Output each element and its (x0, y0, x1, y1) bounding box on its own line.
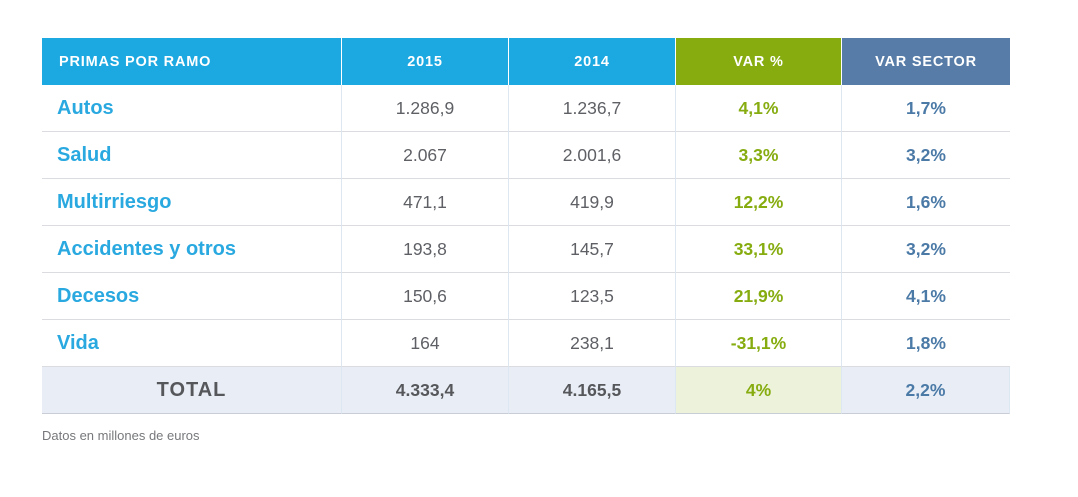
table-row-decesos: Decesos 150,6 123,5 21,9% 4,1% (42, 273, 1010, 320)
value-var-pct: 33,1% (676, 226, 842, 273)
value-2014: 1.236,7 (509, 85, 676, 132)
value-2014: 145,7 (509, 226, 676, 273)
value-2015: 2.067 (342, 132, 509, 179)
value-2014: 123,5 (509, 273, 676, 320)
table-row-salud: Salud 2.067 2.001,6 3,3% 3,2% (42, 132, 1010, 179)
row-label: Decesos (42, 273, 342, 320)
value-var-pct: 3,3% (676, 132, 842, 179)
value-var-sector: 1,8% (842, 320, 1010, 367)
table-row-autos: Autos 1.286,9 1.236,7 4,1% 1,7% (42, 85, 1010, 132)
value-var-sector: 4,1% (842, 273, 1010, 320)
row-label: Multirriesgo (42, 179, 342, 226)
value-2015: 1.286,9 (342, 85, 509, 132)
primas-por-ramo-table: PRIMAS POR RAMO 2015 2014 VAR % VAR SECT… (42, 38, 1010, 414)
value-2014: 238,1 (509, 320, 676, 367)
value-2014: 419,9 (509, 179, 676, 226)
column-header-primas-por-ramo: PRIMAS POR RAMO (42, 38, 342, 85)
value-var-pct: 12,2% (676, 179, 842, 226)
value-2014: 2.001,6 (509, 132, 676, 179)
table-row-total: TOTAL 4.333,4 4.165,5 4% 2,2% (42, 367, 1010, 414)
value-var-sector: 1,6% (842, 179, 1010, 226)
column-header-2014: 2014 (509, 38, 676, 85)
total-var-sector: 2,2% (842, 367, 1010, 414)
value-var-sector: 3,2% (842, 132, 1010, 179)
total-label: TOTAL (42, 367, 342, 414)
value-2015: 150,6 (342, 273, 509, 320)
column-header-var-pct: VAR % (676, 38, 842, 85)
row-label: Autos (42, 85, 342, 132)
value-var-pct: 4,1% (676, 85, 842, 132)
row-label: Vida (42, 320, 342, 367)
value-var-sector: 1,7% (842, 85, 1010, 132)
value-2015: 164 (342, 320, 509, 367)
table-header: PRIMAS POR RAMO 2015 2014 VAR % VAR SECT… (42, 38, 1010, 85)
value-2015: 193,8 (342, 226, 509, 273)
footnote: Datos en millones de euros (42, 428, 200, 443)
table-body: Autos 1.286,9 1.236,7 4,1% 1,7% Salud 2.… (42, 85, 1010, 414)
row-label: Salud (42, 132, 342, 179)
value-var-sector: 3,2% (842, 226, 1010, 273)
row-label: Accidentes y otros (42, 226, 342, 273)
table-row-accidentes-y-otros: Accidentes y otros 193,8 145,7 33,1% 3,2… (42, 226, 1010, 273)
header-row: PRIMAS POR RAMO 2015 2014 VAR % VAR SECT… (42, 38, 1010, 85)
total-2015: 4.333,4 (342, 367, 509, 414)
table-row-vida: Vida 164 238,1 -31,1% 1,8% (42, 320, 1010, 367)
total-2014: 4.165,5 (509, 367, 676, 414)
column-header-2015: 2015 (342, 38, 509, 85)
value-var-pct: 21,9% (676, 273, 842, 320)
total-var-pct: 4% (676, 367, 842, 414)
value-2015: 471,1 (342, 179, 509, 226)
column-header-var-sector: VAR SECTOR (842, 38, 1010, 85)
value-var-pct: -31,1% (676, 320, 842, 367)
table-row-multirriesgo: Multirriesgo 471,1 419,9 12,2% 1,6% (42, 179, 1010, 226)
